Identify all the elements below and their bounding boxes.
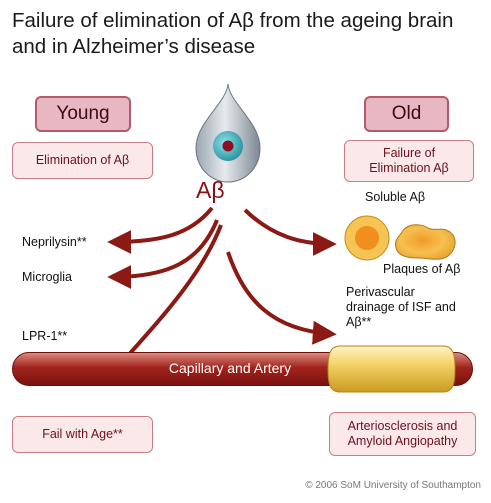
young-footer: Fail with Age** — [12, 416, 153, 453]
capillary-label: Capillary and Artery — [130, 360, 330, 376]
copyright-text: © 2006 SoM University of Southampton — [305, 480, 481, 491]
old-footer: Arteriosclerosis and Amyloid Angiopathy — [329, 412, 476, 456]
amyloid-vessel-segment — [328, 346, 455, 392]
